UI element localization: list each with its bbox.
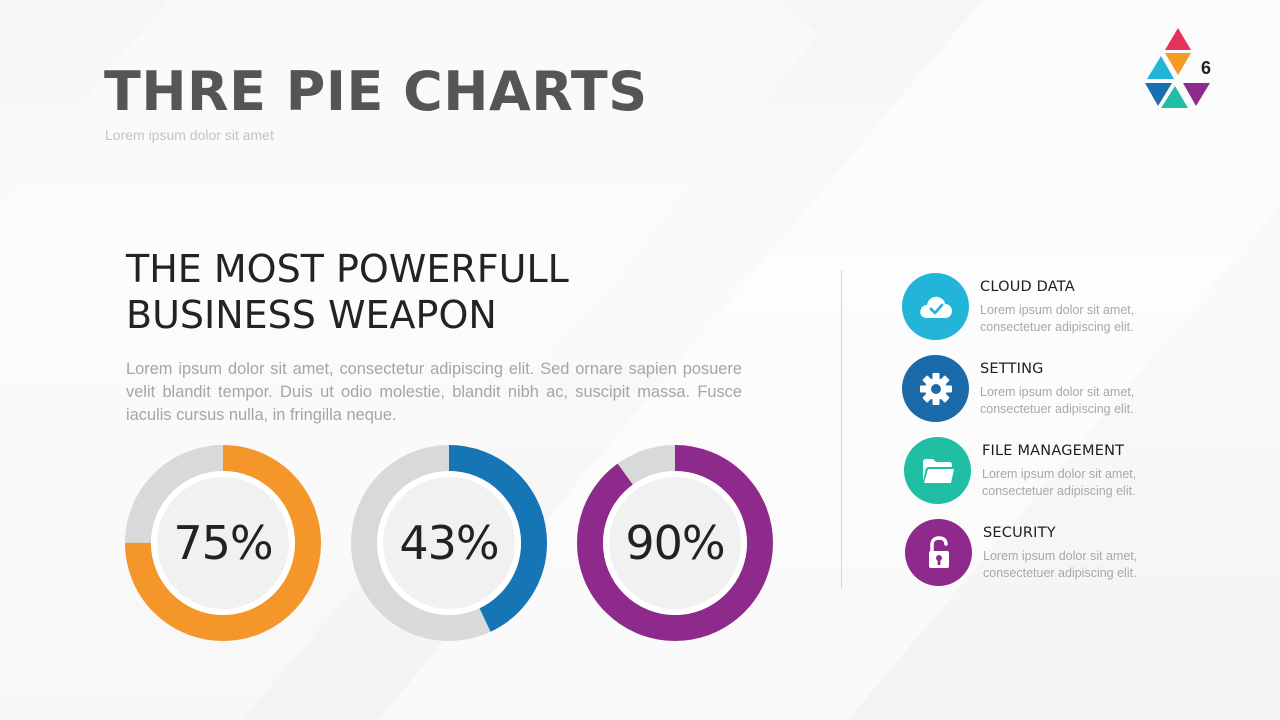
feature-description: Lorem ipsum dolor sit amet, consectetuer…: [982, 467, 1137, 498]
feature-title: SETTING: [980, 361, 1044, 377]
feature-title: CLOUD DATA: [980, 279, 1075, 295]
feature-description: Lorem ipsum dolor sit amet, consectetuer…: [980, 303, 1135, 334]
gear-icon: [919, 372, 952, 405]
donut-chart-90: 90%: [577, 445, 773, 641]
donut-percentage-label: 75%: [173, 516, 273, 570]
section-headline: THE MOST POWERFULL BUSINESS WEAPON: [126, 246, 569, 338]
donut-percentage-label: 43%: [399, 516, 499, 570]
folder-icon: [922, 458, 954, 483]
feature-title: FILE MANAGEMENT: [982, 443, 1125, 459]
donut-value-arc: [577, 445, 773, 641]
logo-triangle-teal: [1161, 86, 1188, 108]
page-subtitle: Lorem ipsum dolor sit amet: [105, 127, 274, 143]
donut-inner-disk: [383, 477, 515, 609]
feature-icon-circle: [902, 355, 969, 422]
donut-percentage-label: 90%: [625, 516, 725, 570]
feature-description: Lorem ipsum dolor sit amet, consectetuer…: [980, 385, 1135, 416]
feature-title: SECURITY: [983, 525, 1056, 541]
feature-security: SECURITY Lorem ipsum dolor sit amet, con…: [905, 519, 1185, 589]
donut-value-arc: [351, 445, 547, 641]
donut-inner-disk: [157, 477, 289, 609]
donut-ring: [577, 445, 773, 641]
feature-icon-circle: [905, 519, 972, 586]
logo-triangle-purple: [1183, 83, 1210, 106]
feature-setting: SETTING Lorem ipsum dolor sit amet, cons…: [902, 355, 1182, 425]
donut-chart-43: 43%: [351, 445, 547, 641]
logo-triangle-orange: [1165, 53, 1191, 75]
vertical-divider: [841, 270, 842, 588]
donut-value-arc: [125, 445, 321, 641]
donut-ring: [351, 445, 547, 641]
page-number: 6: [1201, 58, 1212, 78]
page-title: THRE PIE CHARTS: [104, 60, 648, 123]
logo-triangle-cyan: [1147, 56, 1174, 79]
logo-triangle-blue: [1145, 83, 1172, 106]
triangle-logo-icon: [1145, 28, 1210, 108]
body-paragraph: Lorem ipsum dolor sit amet, consectetur …: [126, 360, 742, 424]
feature-cloud-data: CLOUD DATA Lorem ipsum dolor sit amet, c…: [902, 273, 1182, 343]
headline-line-2: BUSINESS WEAPON: [126, 293, 497, 337]
donut-ring: [125, 445, 321, 641]
unlocked-padlock-icon: [928, 535, 949, 568]
cloud-check-icon: [919, 296, 952, 318]
feature-description: Lorem ipsum dolor sit amet, consectetuer…: [983, 549, 1138, 580]
feature-icon-circle: [904, 437, 971, 504]
feature-file-management: FILE MANAGEMENT Lorem ipsum dolor sit am…: [904, 437, 1184, 507]
donut-inner-disk: [609, 477, 741, 609]
headline-line-1: THE MOST POWERFULL: [126, 247, 569, 291]
donut-chart-75: 75%: [125, 445, 321, 641]
feature-icon-circle: [902, 273, 969, 340]
logo-triangle-red: [1165, 28, 1191, 50]
